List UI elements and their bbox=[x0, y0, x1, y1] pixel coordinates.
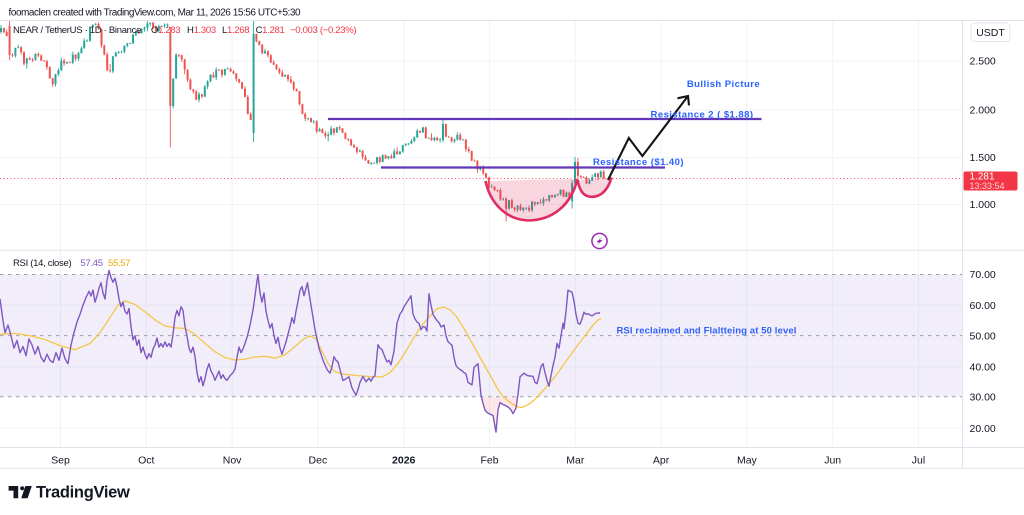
svg-text:O1.283: O1.283 bbox=[151, 25, 180, 36]
svg-text:Feb: Feb bbox=[480, 455, 498, 467]
svg-text:foomaclen created with Trading: foomaclen created with TradingView.com, … bbox=[9, 8, 301, 19]
svg-text:70.00: 70.00 bbox=[970, 269, 996, 281]
svg-text:Resistance 2 ( $1.88): Resistance 2 ( $1.88) bbox=[651, 109, 754, 120]
svg-text:L1.268: L1.268 bbox=[222, 25, 249, 36]
svg-text:2.000: 2.000 bbox=[970, 105, 996, 117]
svg-text:2.500: 2.500 bbox=[970, 56, 996, 68]
svg-text:Bullish Picture: Bullish Picture bbox=[687, 79, 760, 90]
svg-text:Oct: Oct bbox=[138, 455, 154, 467]
svg-text:40.00: 40.00 bbox=[970, 362, 996, 374]
svg-text:50.00: 50.00 bbox=[970, 330, 996, 342]
svg-text:1.500: 1.500 bbox=[970, 152, 996, 164]
svg-text:Dec: Dec bbox=[309, 455, 328, 467]
svg-text:H1.303: H1.303 bbox=[187, 25, 216, 36]
svg-text:RSI reclaimed and Flaltteing a: RSI reclaimed and Flaltteing at 50 level bbox=[616, 325, 796, 336]
svg-text:2026: 2026 bbox=[392, 455, 416, 467]
svg-text:Resistance ($1.40): Resistance ($1.40) bbox=[593, 157, 684, 168]
svg-text:Mar: Mar bbox=[566, 455, 585, 467]
svg-text:55.57: 55.57 bbox=[108, 258, 130, 269]
svg-text:60.00: 60.00 bbox=[970, 300, 996, 312]
svg-text:57.45: 57.45 bbox=[81, 258, 103, 269]
svg-text:Jul: Jul bbox=[912, 455, 925, 467]
svg-text:RSI (14, close): RSI (14, close) bbox=[13, 258, 71, 269]
svg-text:NEAR / TetherUS · 1D · Binance: NEAR / TetherUS · 1D · Binance bbox=[13, 25, 141, 36]
svg-text:Sep: Sep bbox=[51, 455, 70, 467]
svg-text:−0.003 (−0.23%): −0.003 (−0.23%) bbox=[290, 25, 356, 36]
svg-text:May: May bbox=[737, 455, 758, 467]
svg-text:USDT: USDT bbox=[976, 27, 1005, 39]
svg-text:Nov: Nov bbox=[223, 455, 242, 467]
svg-text:Jun: Jun bbox=[824, 455, 841, 467]
svg-text:1.281: 1.281 bbox=[970, 172, 995, 183]
svg-text:20.00: 20.00 bbox=[970, 423, 996, 435]
svg-text:30.00: 30.00 bbox=[970, 392, 996, 404]
svg-text:Apr: Apr bbox=[653, 455, 670, 467]
svg-text:TradingView: TradingView bbox=[36, 484, 130, 502]
svg-text:1.000: 1.000 bbox=[970, 199, 996, 211]
svg-text:C1.281: C1.281 bbox=[256, 25, 285, 36]
svg-text:13:33:54: 13:33:54 bbox=[970, 181, 1005, 191]
